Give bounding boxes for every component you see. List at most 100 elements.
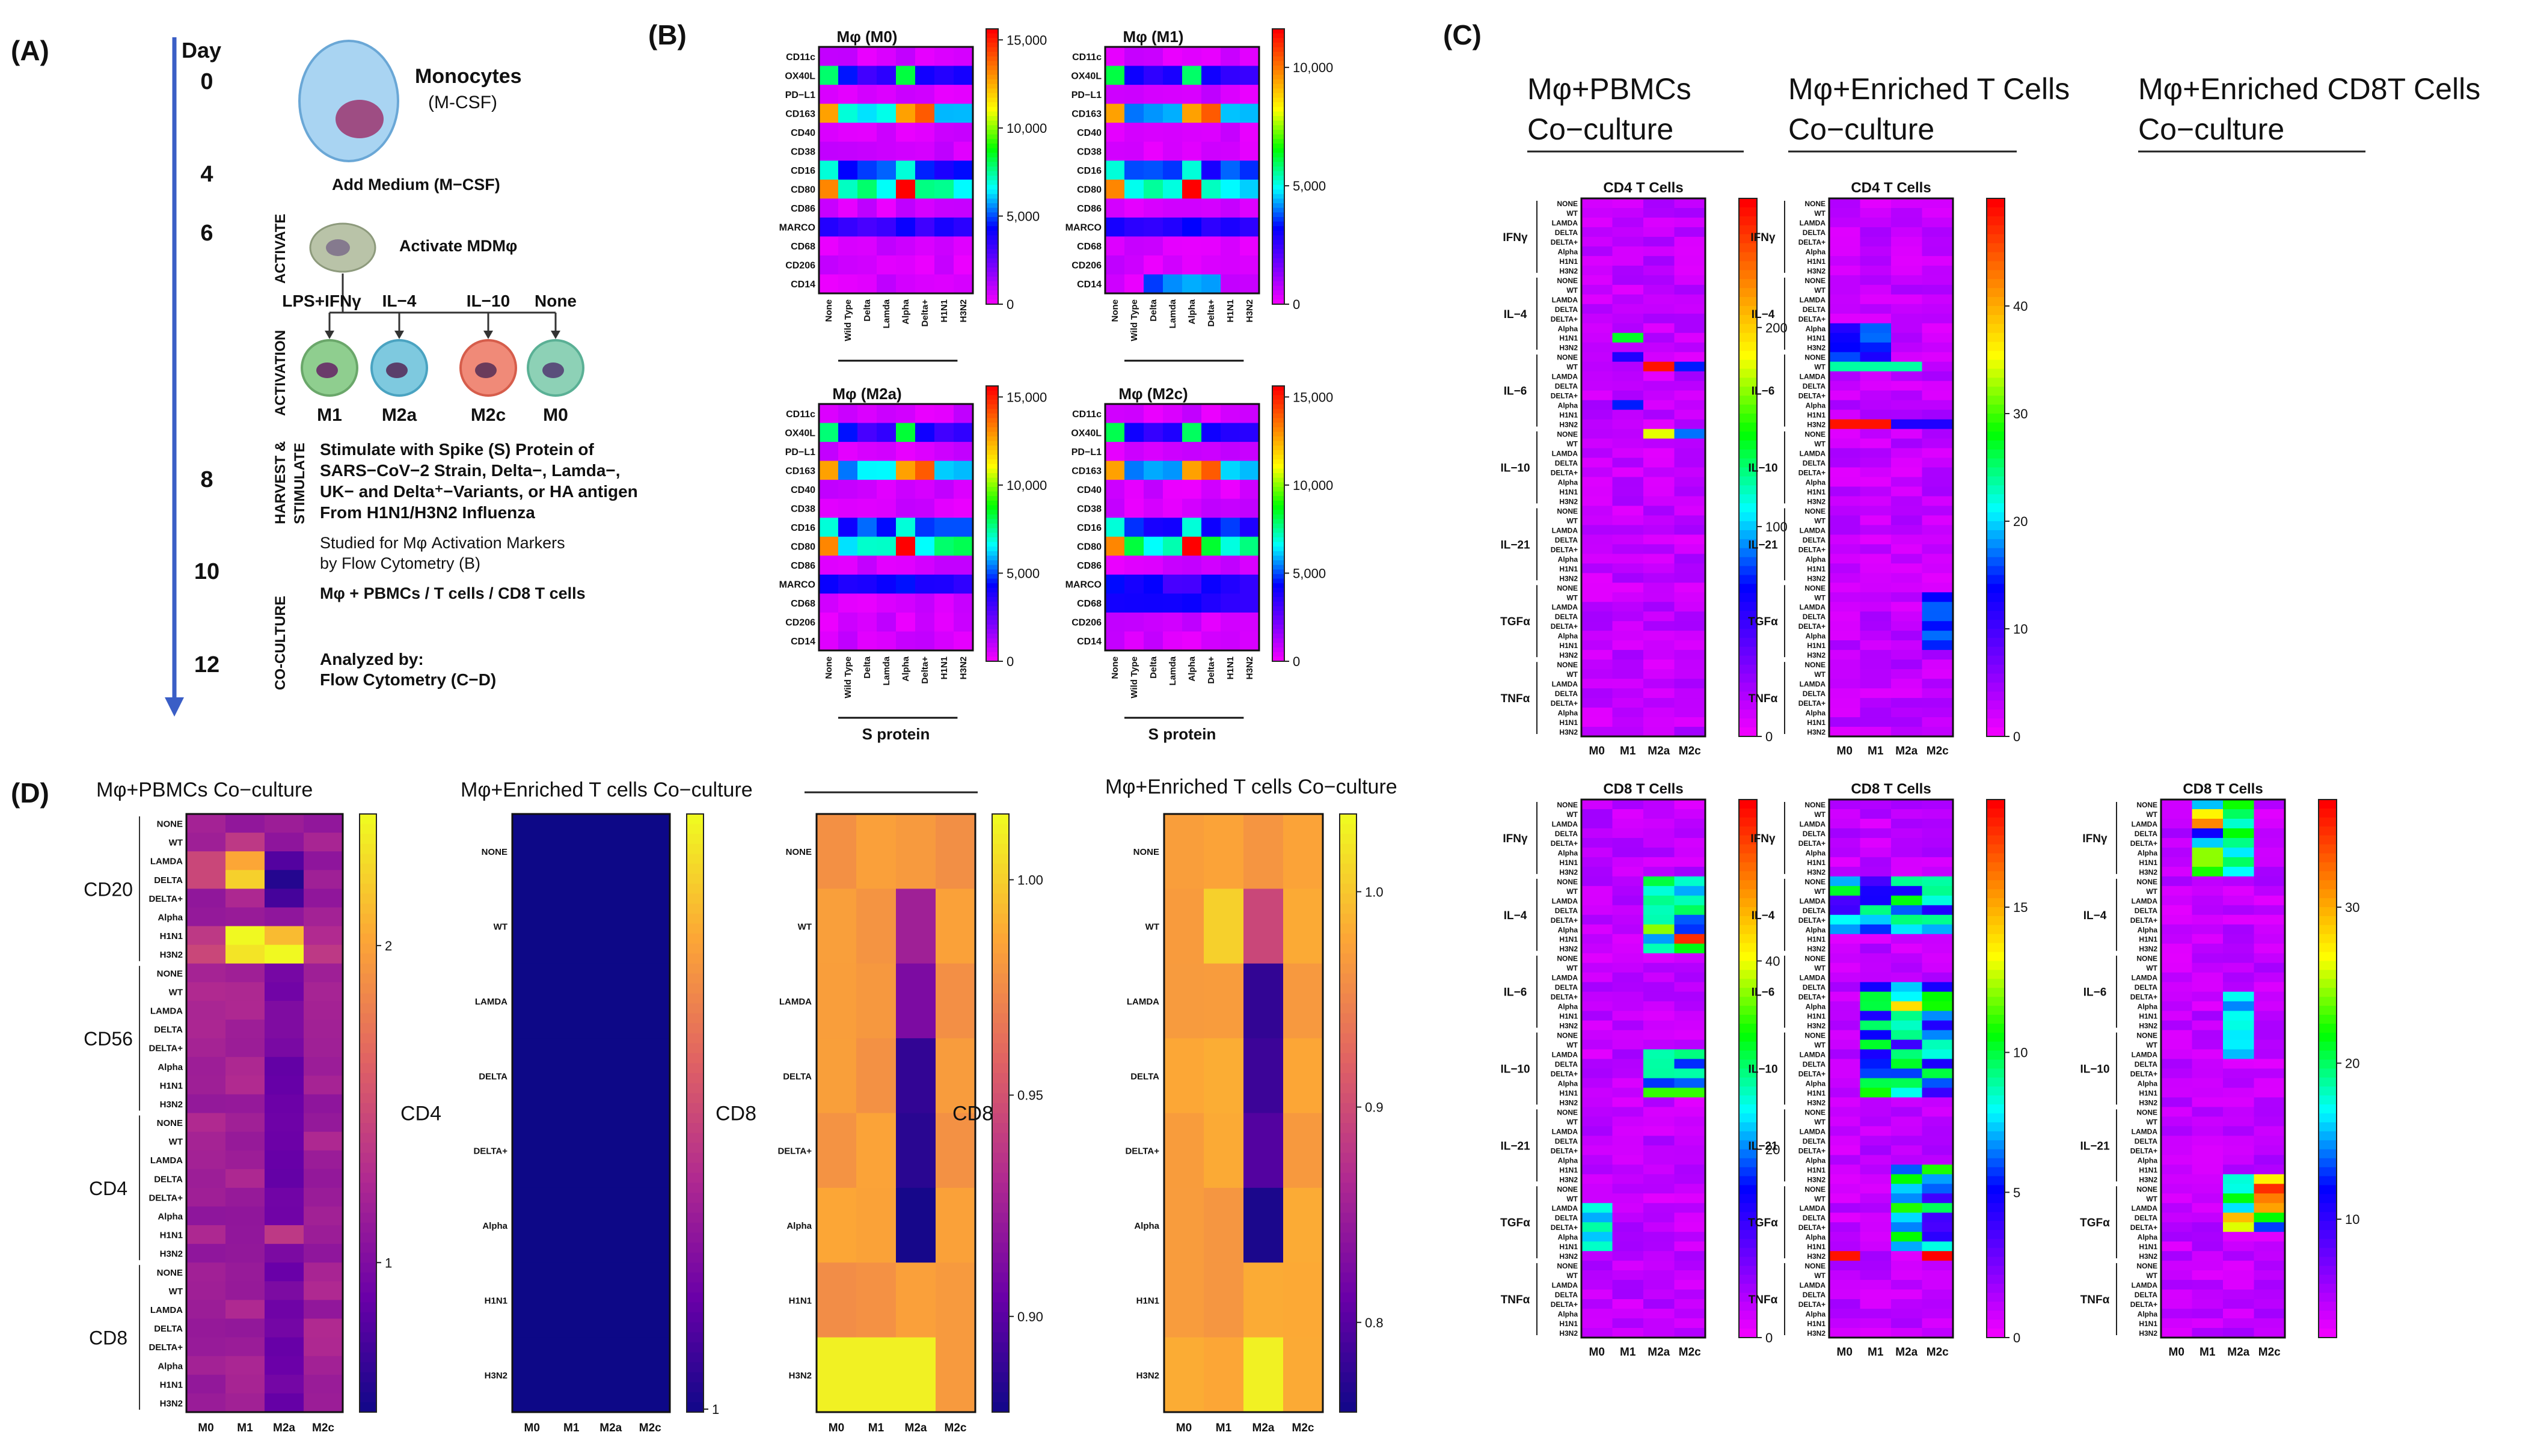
antigen-row-label: H1N1 <box>160 1231 183 1241</box>
colorbar-segment <box>1272 578 1284 584</box>
heatmap-cell <box>265 926 304 946</box>
colorbar-segment <box>1987 314 2005 325</box>
heatmap-cell <box>2161 1222 2193 1232</box>
heatmap-cell <box>265 1020 304 1039</box>
colorbar-segment <box>992 1243 1009 1253</box>
marker-label: OX40L <box>1071 71 1102 81</box>
colorbar-segment <box>1272 29 1284 34</box>
marker-label: CD80 <box>1077 542 1102 552</box>
heatmap-cell <box>1674 1270 1706 1280</box>
antigen-row-label: DELTA <box>154 1174 183 1184</box>
colorbar-frame <box>1738 198 1758 737</box>
colorbar-segment <box>986 299 998 305</box>
heatmap-cell <box>1643 1213 1675 1223</box>
antigen-row-label: DELTA+ <box>1798 315 1826 323</box>
antigen-row-label: DELTA <box>1803 305 1826 314</box>
heatmap-frame <box>2160 798 2286 1339</box>
colorbar-segment <box>1739 369 1757 379</box>
heatmap-cell <box>1643 1222 1675 1232</box>
colorbar-segment <box>1272 542 1284 548</box>
x-label: M1 <box>1868 745 1884 757</box>
heatmap-cell <box>1581 438 1613 449</box>
marker-label: OX40L <box>785 71 815 81</box>
colorbar-segment <box>1987 1086 2005 1097</box>
heatmap-cell <box>1182 179 1202 199</box>
antigen-row-label: DELTA <box>1555 459 1578 468</box>
heatmap-cell <box>817 1262 857 1338</box>
marker-label: CD40 <box>1077 485 1102 495</box>
antigen-row-label: LAMDA <box>1552 1051 1578 1059</box>
heatmap-cell <box>1581 1280 1613 1290</box>
colorbar-segment <box>1340 1372 1357 1383</box>
cytokine-label: IL−4 <box>1752 910 1775 922</box>
heatmap-cell <box>877 404 897 424</box>
heatmap-cell <box>1891 669 1923 679</box>
add-medium-label: Add Medium (M−CSF) <box>332 176 500 194</box>
heatmap-cell <box>1243 963 1284 1039</box>
colorbar-segment <box>992 934 1009 944</box>
heatmap-cell <box>857 498 877 518</box>
heatmap-cell <box>896 66 916 85</box>
antigen-row-label: DELTA <box>1803 830 1826 838</box>
colorbar-segment <box>1987 198 2005 208</box>
colorbar-segment <box>1987 288 2005 298</box>
colorbar-segment <box>1272 221 1284 227</box>
heatmap-cell <box>934 47 954 67</box>
colorbar-segment <box>992 1332 1009 1343</box>
colorbar-segment <box>1987 620 2005 629</box>
macrophage-cell-M0 <box>527 339 584 397</box>
colorbar-segment <box>1340 863 1357 875</box>
colorbar-segment <box>1739 503 1757 513</box>
heatmap-cell <box>1144 217 1163 237</box>
colorbar-segment <box>986 56 998 62</box>
colorbar-tick-label: 10 <box>2013 1045 2028 1060</box>
antigen-row-label: H1N1 <box>1559 1012 1578 1021</box>
antigen-row-label: DELTA <box>1555 830 1578 838</box>
heatmap-cell <box>265 1225 304 1244</box>
heatmap-cell <box>1860 198 1892 209</box>
colorbar-segment <box>992 963 1009 974</box>
heatmap-cell <box>1124 498 1144 518</box>
heatmap-cell <box>1182 480 1202 500</box>
heatmap-cell <box>186 1113 226 1133</box>
heatmap-cell <box>1860 1222 1892 1232</box>
heatmap-cell <box>1829 1107 1861 1118</box>
heatmap-cell <box>1860 800 1892 810</box>
heatmap-cell <box>265 1113 304 1133</box>
antigen-row-label: NONE <box>1557 430 1578 439</box>
heatmap-cell <box>1163 123 1183 142</box>
colorbar-segment <box>1340 1312 1357 1323</box>
heatmap-cell <box>1922 486 1954 497</box>
colorbar: 21 <box>359 813 392 1413</box>
cytokine-label: TNFα <box>2080 1294 2110 1306</box>
colorbar-segment <box>360 1143 376 1154</box>
colorbar-segment <box>1272 42 1284 48</box>
colorbar-segment <box>1340 1282 1357 1293</box>
colorbar-segment <box>1739 449 1757 459</box>
heatmap-cell <box>1829 390 1861 401</box>
heatmap-cell <box>1922 438 1954 449</box>
heatmap-cell <box>2192 1164 2224 1175</box>
heatmap-cell <box>1643 1001 1675 1012</box>
colorbar-segment <box>1739 1256 1757 1267</box>
colorbar-segment <box>1987 359 2005 370</box>
colorbar-segment <box>1739 440 1757 450</box>
colorbar-segment <box>1739 485 1757 495</box>
colorbar-segment <box>687 1083 704 1094</box>
heatmap-b-title: Mφ (M2c) <box>1118 385 1188 403</box>
heatmap-cell <box>1643 1145 1675 1155</box>
heatmap-cell <box>1221 612 1240 632</box>
heatmap-cell <box>1829 207 1861 218</box>
heatmap-cell <box>1612 1001 1644 1012</box>
heatmap-cell <box>304 1038 343 1057</box>
heatmap-cell <box>1581 611 1613 622</box>
antigen-row-label: LAMDA <box>1552 1127 1578 1136</box>
antigen-row-label: LAMDA <box>2132 974 2158 982</box>
colorbar-segment <box>1739 341 1757 352</box>
antigen-row-label: DELTA <box>1803 1060 1826 1069</box>
colorbar-segment <box>1272 620 1284 625</box>
heatmap-cell <box>1105 574 1125 594</box>
heatmap-cell <box>1860 1145 1892 1155</box>
heatmap-cell <box>1144 480 1163 500</box>
heatmap-cell <box>1891 679 1923 689</box>
